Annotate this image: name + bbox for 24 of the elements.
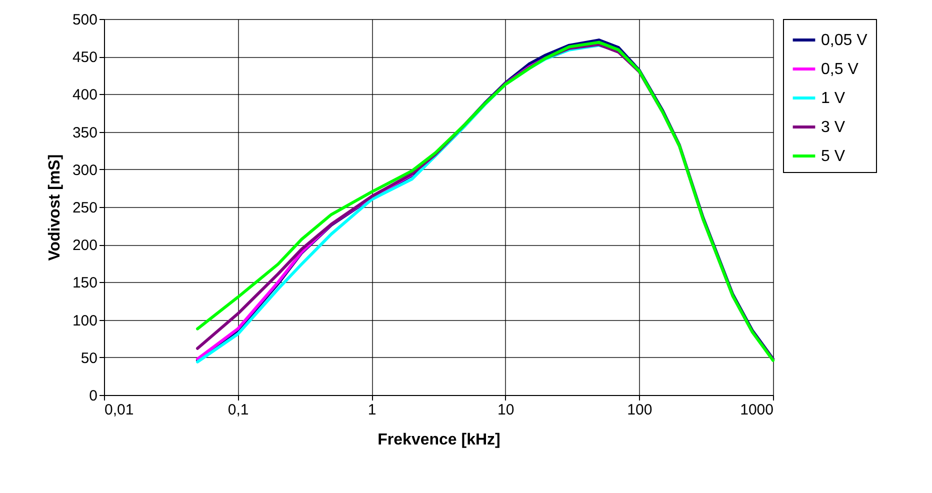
legend-label: 3 V <box>821 119 846 136</box>
legend-label: 0,5 V <box>821 61 859 78</box>
x-axis-title: Frekvence [kHz] <box>378 432 500 448</box>
x-tick-label: 100 <box>627 402 652 418</box>
y-tick-label: 350 <box>72 124 98 142</box>
y-tick-label: 300 <box>72 162 98 179</box>
x-tick-label: 0,1 <box>228 402 249 418</box>
y-tick-label: 200 <box>72 237 98 254</box>
y-tick-label: 100 <box>72 312 98 330</box>
legend-label: 1 V <box>821 90 846 107</box>
y-tick-label: 250 <box>72 200 98 216</box>
x-tick-label: 0,01 <box>104 402 134 418</box>
y-tick-label: 0 <box>89 388 98 404</box>
y-tick-label: 50 <box>80 350 98 367</box>
x-tick-label: 1 <box>368 402 376 418</box>
y-tick-label: 400 <box>72 86 98 104</box>
x-tick-label: 10 <box>498 402 514 418</box>
legend-label: 5 V <box>821 148 846 165</box>
y-axis-title: Vodivost [mS] <box>46 154 64 261</box>
legend-label: 0,05 V <box>821 32 868 49</box>
y-tick-label: 500 <box>72 12 98 28</box>
y-tick-label: 450 <box>72 49 98 66</box>
x-tick-label: 1000 <box>740 402 774 418</box>
y-tick-label: 150 <box>72 274 98 292</box>
